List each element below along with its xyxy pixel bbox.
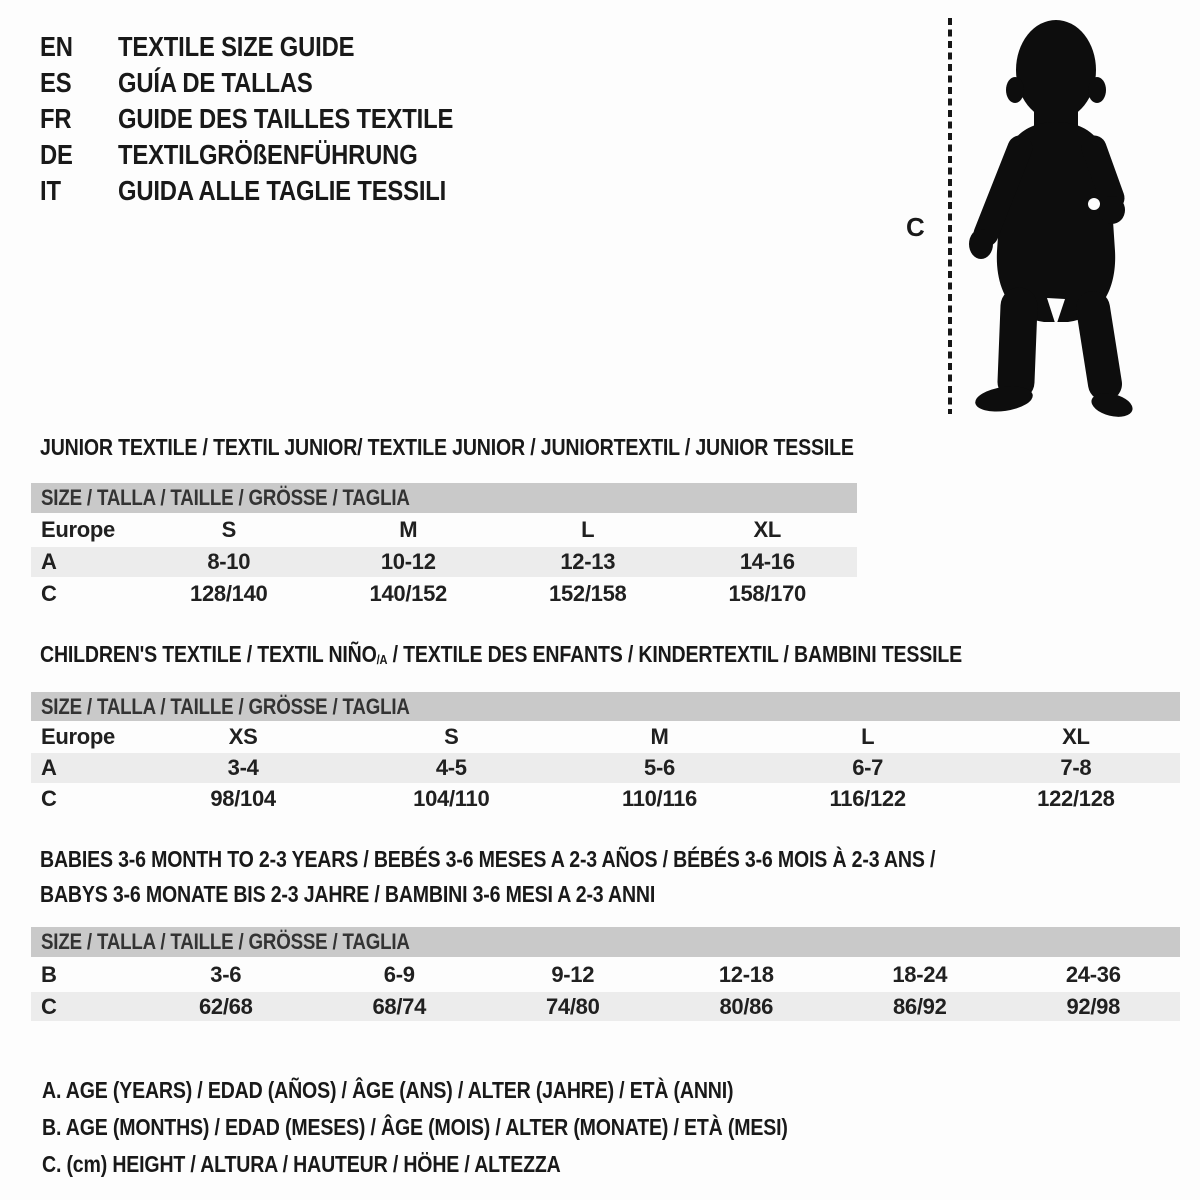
row-label: C [41,581,57,606]
table-row-months: B 3-6 6-9 9-12 12-18 18-24 24-36 [31,957,1180,992]
size-cell: 140/152 [369,581,448,606]
size-cell: 6-9 [383,961,415,987]
babies-section-title: BABIES 3-6 MONTH TO 2-3 YEARS / BEBÉS 3-… [40,846,936,907]
row-label: Europe [41,517,115,542]
size-cell: 24-36 [1065,961,1121,987]
size-cell: XL [753,517,781,542]
row-label: A [31,547,139,577]
children-section-title: CHILDREN'S TEXTILE / TEXTIL NIÑO/A / TEX… [40,641,963,667]
babies-size-table: SIZE / TALLA / TAILLE / GRÖSSE / TAGLIA … [31,927,1180,1021]
size-cell: M [650,724,669,749]
size-cell: 7-8 [971,753,1180,783]
language-title-list: EN TEXTILE SIZE GUIDE ES GUÍA DE TALLAS … [40,29,512,209]
height-dashed-line [948,18,952,414]
size-cell: 14-16 [677,547,857,577]
size-cell: 74/80 [486,992,660,1021]
height-marker-label: C [906,212,925,242]
language-code: EN [40,31,73,62]
size-cell: S [221,517,237,542]
language-row-en: EN TEXTILE SIZE GUIDE [40,29,512,65]
row-label: C [41,786,57,811]
language-code: ES [40,67,72,98]
size-cell: 152/158 [549,581,627,606]
table-row-europe: Europe S M L XL [31,513,857,547]
guide-title-de: TEXTILGRÖßENFÜHRUNG [118,139,418,170]
junior-size-table: SIZE / TALLA / TAILLE / GRÖSSE / TAGLIA … [31,483,857,611]
table-row-height: C 98/104 104/110 110/116 116/122 122/128 [31,783,1180,815]
guide-title-es: GUÍA DE TALLAS [118,67,313,98]
size-cell: 98/104 [210,786,276,811]
size-cell: S [444,724,459,749]
size-cell: XS [228,724,258,749]
size-cell: 116/122 [829,786,907,811]
row-label: C [31,992,139,1021]
size-cell: 4-5 [347,753,556,783]
size-cell: 3-4 [139,753,348,783]
size-cell: 12-13 [498,547,678,577]
language-row-fr: FR GUIDE DES TAILLES TEXTILE [40,101,512,137]
table-row-height: C 128/140 140/152 152/158 158/170 [31,577,857,611]
size-cell: 62/68 [139,992,313,1021]
size-cell: 12-18 [718,961,774,987]
size-cell: 6-7 [763,753,972,783]
size-cell: 110/116 [621,786,697,811]
row-label: B [41,961,57,987]
language-code: FR [40,103,72,134]
junior-section-title: JUNIOR TEXTILE / TEXTIL JUNIOR/ TEXTILE … [40,434,854,460]
size-cell: XL [1062,724,1090,749]
table-row-europe: Europe XS S M L XL [31,721,1180,753]
toddler-silhouette-icon [969,20,1133,417]
language-code: DE [40,139,73,170]
size-cell: 92/98 [1006,992,1180,1021]
size-cell: 68/74 [312,992,486,1021]
row-label: Europe [41,724,115,749]
size-cell: 5-6 [555,753,764,783]
size-cell: 122/128 [1037,786,1115,811]
size-cell: 104/110 [413,786,490,811]
legend-line-a: A. AGE (YEARS) / EDAD (AÑOS) / ÂGE (ANS)… [42,1077,734,1103]
row-label: A [31,753,139,783]
language-row-es: ES GUÍA DE TALLAS [40,65,512,101]
size-cell: L [861,724,875,749]
table-row-height: C 62/68 68/74 74/80 80/86 86/92 92/98 [31,992,1180,1021]
children-size-table: SIZE / TALLA / TAILLE / GRÖSSE / TAGLIA … [31,692,1180,815]
size-cell: 86/92 [833,992,1007,1021]
size-header-band: SIZE / TALLA / TAILLE / GRÖSSE / TAGLIA [31,927,1180,957]
measurement-legend: A. AGE (YEARS) / EDAD (AÑOS) / ÂGE (ANS)… [42,1072,919,1183]
language-row-it: IT GUIDA ALLE TAGLIE TESSILI [40,173,512,209]
size-cell: 8-10 [139,547,319,577]
legend-line-b: B. AGE (MONTHS) / EDAD (MESES) / ÂGE (MO… [42,1114,788,1140]
language-code: IT [40,175,61,206]
legend-line-c: C. (cm) HEIGHT / ALTURA / HAUTEUR / HÖHE… [42,1151,561,1177]
size-cell: 10-12 [318,547,498,577]
guide-title-fr: GUIDE DES TAILLES TEXTILE [118,103,454,134]
size-cell: 9-12 [551,961,595,987]
guide-title-it: GUIDA ALLE TAGLIE TESSILI [118,175,447,206]
language-row-de: DE TEXTILGRÖßENFÜHRUNG [40,137,512,173]
table-row-age: A 3-4 4-5 5-6 6-7 7-8 [31,753,1180,783]
table-row-age: A 8-10 10-12 12-13 14-16 [31,547,857,577]
size-cell: M [399,517,418,542]
size-cell: 80/86 [659,992,833,1021]
size-header-band: SIZE / TALLA / TAILLE / GRÖSSE / TAGLIA [31,483,857,513]
size-cell: 18-24 [892,961,948,987]
size-cell: 158/170 [728,581,807,606]
guide-title-en: TEXTILE SIZE GUIDE [118,31,355,62]
size-cell: 128/140 [190,581,268,606]
size-cell: 3-6 [210,961,242,987]
nino-a-subscript: /A [376,652,388,667]
size-cell: L [581,517,595,542]
size-header-band: SIZE / TALLA / TAILLE / GRÖSSE / TAGLIA [31,692,1180,721]
